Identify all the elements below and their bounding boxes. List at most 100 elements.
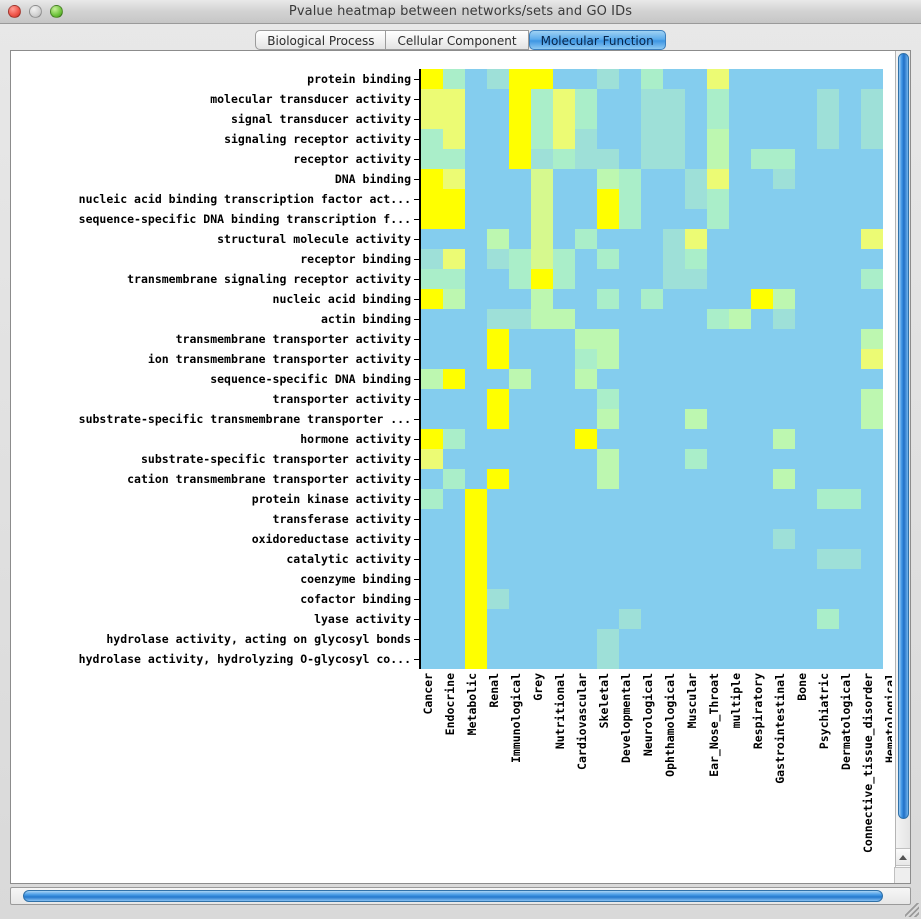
heatmap-cell[interactable]: [531, 509, 553, 529]
heatmap-cell[interactable]: [597, 349, 619, 369]
heatmap-cell[interactable]: [443, 489, 465, 509]
heatmap-cell[interactable]: [817, 509, 839, 529]
heatmap-cell[interactable]: [487, 469, 509, 489]
heatmap-cell[interactable]: [861, 69, 883, 89]
heatmap-cell[interactable]: [531, 549, 553, 569]
heatmap-cell[interactable]: [839, 389, 861, 409]
heatmap-cell[interactable]: [465, 129, 487, 149]
heatmap-cell[interactable]: [839, 329, 861, 349]
heatmap-cell[interactable]: [553, 329, 575, 349]
heatmap-cell[interactable]: [531, 629, 553, 649]
heatmap-cell[interactable]: [487, 629, 509, 649]
heatmap-cell[interactable]: [795, 269, 817, 289]
heatmap-cell[interactable]: [861, 469, 883, 489]
heatmap-cell[interactable]: [707, 89, 729, 109]
heatmap-cell[interactable]: [685, 109, 707, 129]
heatmap-cell[interactable]: [817, 569, 839, 589]
heatmap-cell[interactable]: [817, 629, 839, 649]
heatmap-cell[interactable]: [553, 109, 575, 129]
heatmap-cell[interactable]: [443, 69, 465, 89]
heatmap-cell[interactable]: [531, 569, 553, 589]
heatmap-cell[interactable]: [421, 149, 443, 169]
heatmap-cell[interactable]: [465, 89, 487, 109]
heatmap-cell[interactable]: [751, 449, 773, 469]
heatmap-cell[interactable]: [685, 489, 707, 509]
heatmap-cell[interactable]: [443, 269, 465, 289]
heatmap-cell[interactable]: [751, 229, 773, 249]
heatmap-cell[interactable]: [773, 249, 795, 269]
heatmap-cell[interactable]: [597, 429, 619, 449]
heatmap-cell[interactable]: [487, 369, 509, 389]
heatmap-cell[interactable]: [663, 429, 685, 449]
heatmap-cell[interactable]: [861, 209, 883, 229]
heatmap-cell[interactable]: [553, 509, 575, 529]
heatmap-cell[interactable]: [575, 549, 597, 569]
heatmap-cell[interactable]: [575, 249, 597, 269]
heatmap-cell[interactable]: [795, 289, 817, 309]
heatmap-cell[interactable]: [685, 269, 707, 289]
heatmap-cell[interactable]: [707, 169, 729, 189]
heatmap-cell[interactable]: [817, 329, 839, 349]
heatmap-cell[interactable]: [861, 289, 883, 309]
heatmap-cell[interactable]: [861, 249, 883, 269]
heatmap-cell[interactable]: [443, 169, 465, 189]
heatmap-cell[interactable]: [751, 269, 773, 289]
heatmap-cell[interactable]: [509, 289, 531, 309]
heatmap-cell[interactable]: [795, 349, 817, 369]
heatmap-cell[interactable]: [707, 409, 729, 429]
heatmap-cell[interactable]: [443, 329, 465, 349]
heatmap-cell[interactable]: [443, 189, 465, 209]
heatmap-cell[interactable]: [641, 529, 663, 549]
heatmap-cell[interactable]: [443, 129, 465, 149]
heatmap-cell[interactable]: [773, 89, 795, 109]
heatmap-cell[interactable]: [839, 349, 861, 369]
heatmap-cell[interactable]: [729, 549, 751, 569]
heatmap-cell[interactable]: [729, 129, 751, 149]
heatmap-cell[interactable]: [597, 189, 619, 209]
heatmap-cell[interactable]: [575, 229, 597, 249]
heatmap-cell[interactable]: [531, 129, 553, 149]
heatmap-cell[interactable]: [663, 469, 685, 489]
heatmap-cell[interactable]: [421, 329, 443, 349]
heatmap-cell[interactable]: [575, 349, 597, 369]
heatmap-cell[interactable]: [597, 449, 619, 469]
heatmap-cell[interactable]: [619, 329, 641, 349]
heatmap-cell[interactable]: [553, 149, 575, 169]
heatmap-cell[interactable]: [685, 409, 707, 429]
heatmap-cell[interactable]: [773, 169, 795, 189]
heatmap-cell[interactable]: [531, 409, 553, 429]
heatmap-cell[interactable]: [465, 509, 487, 529]
heatmap-cell[interactable]: [861, 349, 883, 369]
heatmap-cell[interactable]: [729, 569, 751, 589]
heatmap-cell[interactable]: [443, 369, 465, 389]
heatmap-cell[interactable]: [531, 649, 553, 669]
heatmap-cell[interactable]: [465, 449, 487, 469]
heatmap-cell[interactable]: [509, 589, 531, 609]
heatmap-cell[interactable]: [509, 249, 531, 269]
heatmap-cell[interactable]: [685, 369, 707, 389]
heatmap-cell[interactable]: [487, 549, 509, 569]
heatmap-cell[interactable]: [553, 629, 575, 649]
heatmap-cell[interactable]: [839, 309, 861, 329]
heatmap-cell[interactable]: [773, 609, 795, 629]
heatmap-cell[interactable]: [553, 189, 575, 209]
heatmap-cell[interactable]: [531, 189, 553, 209]
heatmap-cell[interactable]: [839, 629, 861, 649]
heatmap-cell[interactable]: [729, 69, 751, 89]
heatmap-cell[interactable]: [443, 509, 465, 529]
heatmap-cell[interactable]: [839, 109, 861, 129]
heatmap-cell[interactable]: [729, 109, 751, 129]
heatmap-cell[interactable]: [553, 89, 575, 109]
heatmap-cell[interactable]: [773, 409, 795, 429]
heatmap-cell[interactable]: [729, 89, 751, 109]
heatmap-cell[interactable]: [641, 289, 663, 309]
heatmap-cell[interactable]: [751, 409, 773, 429]
heatmap-cell[interactable]: [729, 649, 751, 669]
heatmap-cell[interactable]: [575, 569, 597, 589]
heatmap-cell[interactable]: [795, 649, 817, 669]
heatmap-cell[interactable]: [487, 429, 509, 449]
heatmap-cell[interactable]: [597, 129, 619, 149]
heatmap-cell[interactable]: [773, 509, 795, 529]
heatmap-cell[interactable]: [531, 229, 553, 249]
heatmap-cell[interactable]: [751, 589, 773, 609]
